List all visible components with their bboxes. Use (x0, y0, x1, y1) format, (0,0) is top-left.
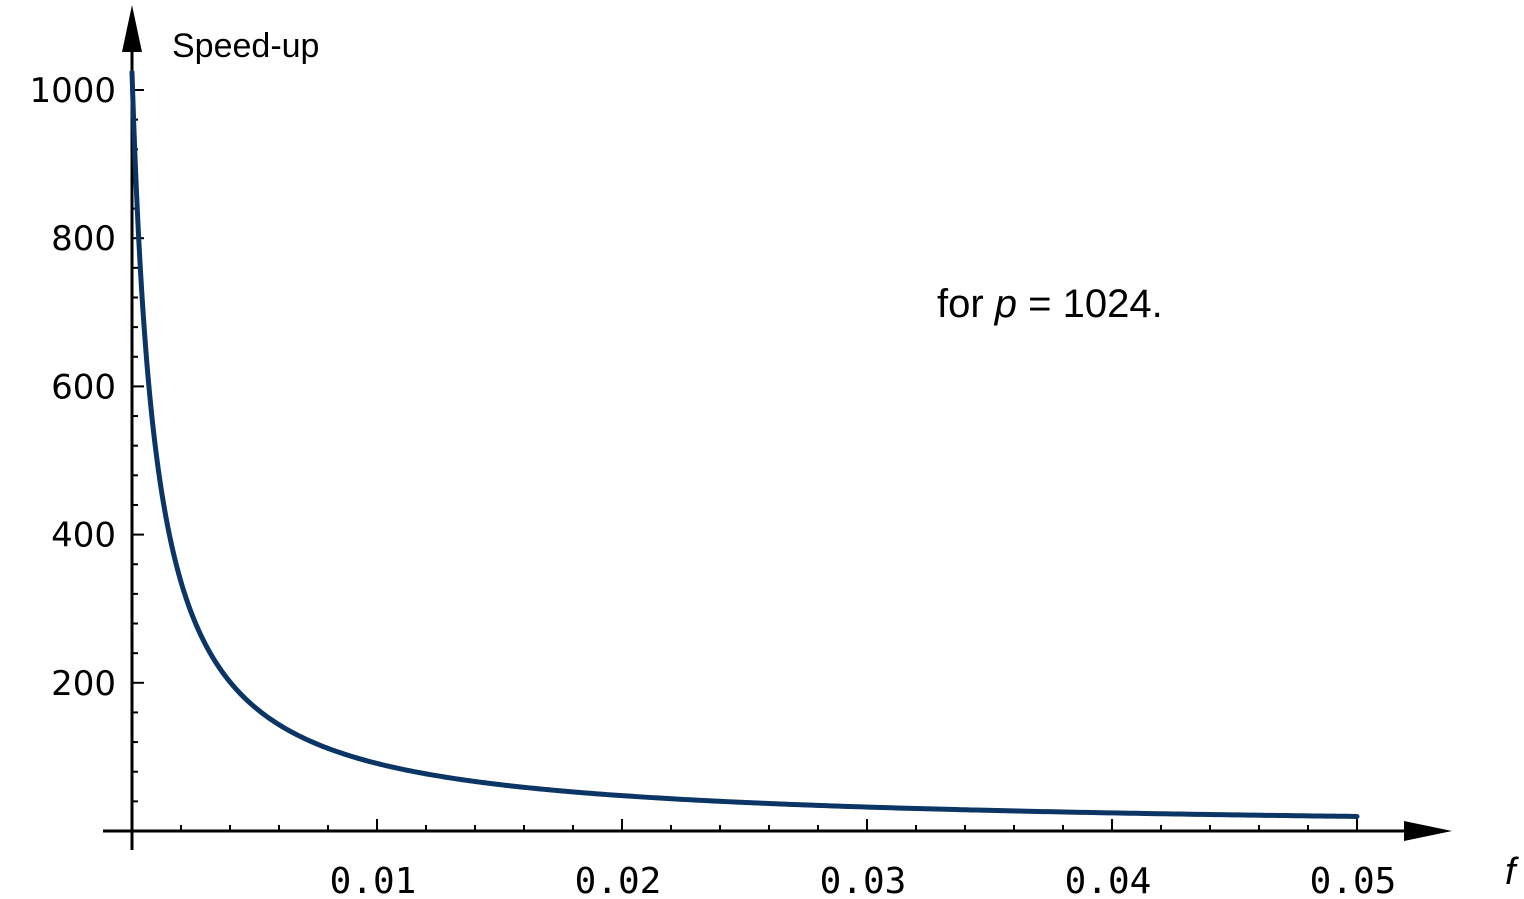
annotation-text: for p = 1024. (937, 282, 1163, 326)
minor-ticks (132, 118, 1309, 831)
x-tick-label: 0.02 (575, 861, 662, 899)
major-ticks (132, 89, 1358, 831)
speedup-curve (129, 69, 1360, 819)
x-tick-label: 0.03 (820, 861, 907, 899)
x-tick-labels: 0.01 0.02 0.03 0.04 0.05 (330, 861, 1397, 899)
x-tick-label: 0.04 (1065, 861, 1152, 899)
y-tick-label: 400 (51, 516, 116, 556)
x-tick-label: 0.05 (1310, 861, 1397, 899)
annotation-prefix: for (937, 282, 995, 326)
y-tick-label: 200 (51, 664, 116, 704)
y-tick-label: 600 (51, 367, 116, 407)
x-axis-arrow-icon (1404, 821, 1452, 841)
x-tick-label: 0.01 (330, 861, 417, 899)
annotation-variable: p (994, 282, 1017, 326)
y-axis-title: Speed-up (172, 27, 319, 65)
x-axis-title: f (1505, 851, 1519, 893)
annotation-suffix: = 1024. (1017, 282, 1163, 326)
y-tick-label: 1000 (29, 71, 116, 111)
axes (103, 5, 1452, 850)
y-tick-label: 800 (51, 219, 116, 259)
y-axis-arrow-icon (122, 5, 142, 52)
y-tick-labels: 200 400 600 800 1000 (29, 71, 116, 704)
